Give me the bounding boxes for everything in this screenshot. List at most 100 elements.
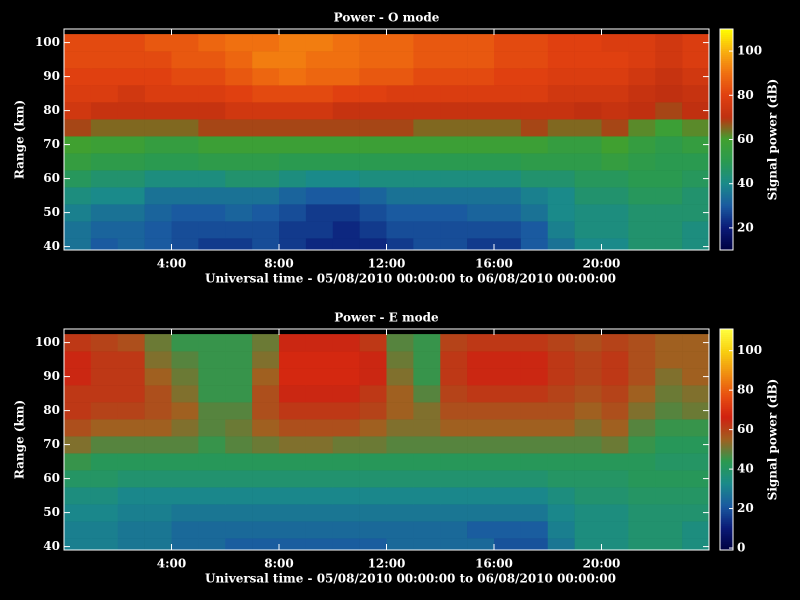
colorbar-segment bbox=[720, 235, 733, 239]
colorbar-label: Signal power (dB) bbox=[766, 379, 780, 501]
heatmap-cell bbox=[547, 487, 575, 505]
colorbar-segment bbox=[720, 337, 733, 340]
heatmap-cell bbox=[171, 334, 199, 352]
heatmap-cell bbox=[467, 402, 495, 420]
colorbar-segment bbox=[720, 539, 733, 543]
y-tick-label: 70 bbox=[43, 437, 60, 451]
heatmap-cell bbox=[547, 351, 575, 369]
heatmap-cell bbox=[90, 34, 119, 52]
heatmap-cell bbox=[252, 402, 280, 420]
colorbar-tick-label: 60 bbox=[737, 132, 754, 146]
heatmap-cell bbox=[682, 68, 709, 86]
colorbar-segment bbox=[720, 401, 733, 404]
heatmap-cell bbox=[574, 68, 602, 86]
heatmap-cell bbox=[252, 102, 280, 120]
heatmap-cell bbox=[520, 119, 549, 137]
heatmap-cell bbox=[547, 221, 575, 239]
heatmap-cell bbox=[117, 136, 145, 154]
heatmap-cell bbox=[655, 334, 683, 352]
heatmap-cell bbox=[601, 487, 629, 505]
heatmap-cell bbox=[64, 538, 92, 550]
heatmap-cell bbox=[682, 238, 709, 250]
heatmap-cell bbox=[628, 453, 656, 471]
heatmap-cell bbox=[279, 34, 307, 52]
heatmap-cell bbox=[440, 119, 468, 137]
heatmap-cell bbox=[332, 34, 360, 52]
heatmap-cell bbox=[682, 470, 709, 488]
heatmap-cell bbox=[547, 119, 575, 137]
heatmap-cell bbox=[64, 504, 92, 522]
heatmap-cell bbox=[90, 419, 119, 437]
heatmap-cell bbox=[601, 221, 629, 239]
colorbar-segment bbox=[720, 187, 733, 191]
colorbar-segment bbox=[720, 369, 733, 372]
heatmap-cell bbox=[171, 68, 199, 86]
heatmap-cell bbox=[547, 51, 575, 69]
colorbar-segment bbox=[720, 357, 733, 360]
heatmap-cell bbox=[386, 436, 414, 454]
colorbar-tick-label: 40 bbox=[737, 462, 754, 476]
colorbar-segment bbox=[720, 467, 733, 471]
heatmap-cell bbox=[171, 538, 199, 550]
colorbar-segment bbox=[720, 231, 733, 235]
heatmap-cell bbox=[440, 34, 468, 52]
colorbar-segment bbox=[720, 97, 733, 100]
heatmap-cell bbox=[655, 538, 683, 550]
heatmap-cell bbox=[440, 68, 468, 86]
colorbar-segment bbox=[720, 85, 733, 88]
heatmap-cell bbox=[682, 368, 709, 386]
heatmap-cell bbox=[601, 136, 629, 154]
colorbar-segment bbox=[720, 535, 733, 539]
colorbar-segment bbox=[720, 477, 733, 481]
y-tick-label: 40 bbox=[43, 239, 60, 253]
colorbar-segment bbox=[720, 329, 733, 332]
heatmap-cell bbox=[279, 538, 307, 550]
colorbar-segment bbox=[720, 227, 733, 231]
heatmap-cell bbox=[225, 204, 253, 222]
y-tick-label: 60 bbox=[43, 171, 60, 185]
heatmap-cell bbox=[198, 238, 226, 250]
heatmap-cell bbox=[198, 85, 226, 103]
heatmap-cell bbox=[144, 385, 172, 403]
heatmap-cell bbox=[332, 402, 360, 420]
heatmap-cell bbox=[574, 436, 602, 454]
heatmap-cell bbox=[440, 238, 468, 250]
heatmap-cell bbox=[547, 368, 575, 386]
heatmap-cell bbox=[386, 487, 414, 505]
heatmap-cell bbox=[601, 351, 629, 369]
heatmap-cell bbox=[90, 453, 119, 471]
y-tick-label: 50 bbox=[43, 205, 60, 219]
heatmap-cell bbox=[279, 136, 307, 154]
heatmap-cell bbox=[332, 368, 360, 386]
heatmap-cell bbox=[547, 419, 575, 437]
heatmap-cell bbox=[144, 221, 172, 239]
heatmap-cell bbox=[252, 334, 280, 352]
colorbar-segment bbox=[720, 435, 733, 438]
colorbar-segment bbox=[720, 81, 733, 84]
colorbar-segment bbox=[720, 479, 733, 483]
heatmap-cell bbox=[655, 136, 683, 154]
heatmap-cell bbox=[252, 385, 280, 403]
colorbar-segment bbox=[720, 365, 733, 368]
y-tick-label: 100 bbox=[35, 35, 60, 49]
heatmap-cell bbox=[440, 136, 468, 154]
heatmap-cell bbox=[359, 85, 387, 103]
colorbar-segment bbox=[720, 91, 733, 94]
colorbar-segment bbox=[720, 371, 733, 374]
heatmap-cell bbox=[386, 51, 414, 69]
heatmap-cell bbox=[467, 504, 495, 522]
colorbar-segment bbox=[720, 533, 733, 537]
y-tick-label: 80 bbox=[43, 103, 60, 117]
heatmap-cell bbox=[413, 136, 441, 154]
colorbar-segment bbox=[720, 391, 733, 394]
colorbar-segment bbox=[720, 445, 733, 449]
colorbar-segment bbox=[720, 449, 733, 453]
heatmap-cell bbox=[547, 102, 575, 120]
heatmap-cell bbox=[279, 170, 307, 188]
heatmap-cell bbox=[279, 436, 307, 454]
heatmap-cell bbox=[144, 453, 172, 471]
heatmap-cell bbox=[90, 385, 119, 403]
heatmap-cell bbox=[574, 334, 602, 352]
heatmap-cell bbox=[628, 187, 656, 205]
heatmap-cell bbox=[682, 34, 709, 52]
